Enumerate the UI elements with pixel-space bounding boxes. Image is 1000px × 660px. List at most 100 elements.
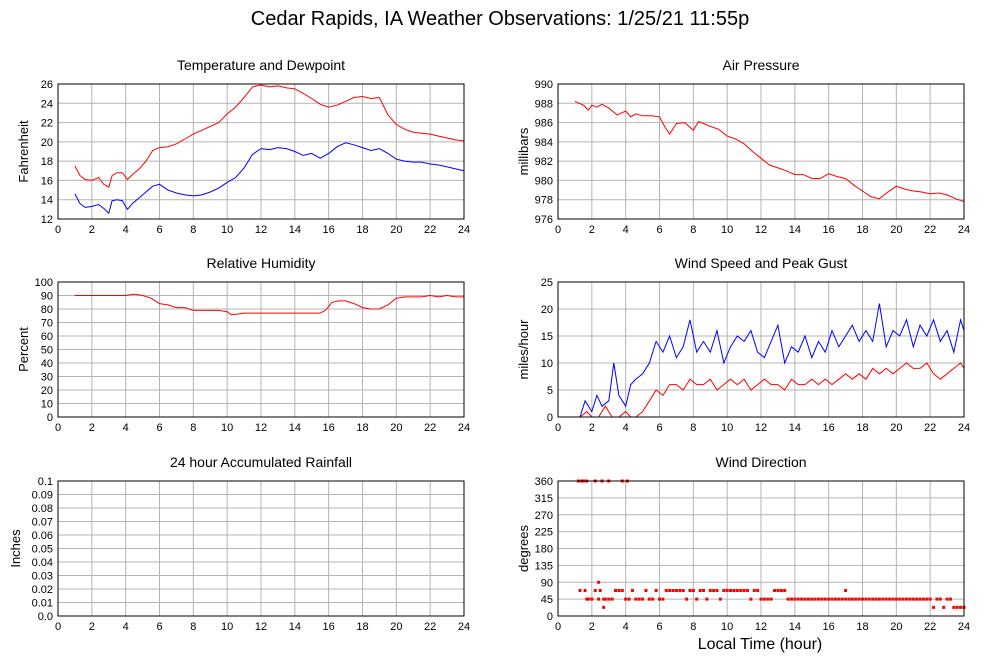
data-point [898, 597, 902, 601]
data-point [607, 597, 611, 601]
y-tick-label: 22 [41, 118, 53, 130]
x-tick-label: 14 [789, 422, 801, 434]
y-tick-label: 0.0 [38, 611, 53, 623]
y-tick-label: 0.08 [32, 503, 53, 515]
data-point [718, 597, 722, 601]
data-point [800, 597, 804, 601]
x-tick-label: 18 [856, 224, 868, 236]
data-point [759, 597, 763, 601]
y-tick-label: 70 [41, 318, 53, 330]
data-point [715, 589, 719, 592]
x-tick-label: 12 [255, 621, 267, 633]
data-point [671, 589, 675, 592]
relative-humidity-chart: 0 2 4 6 8 10 12 14 16 18 20 22 240102030405060708090… [16, 255, 470, 434]
data-point [681, 589, 685, 592]
data-point [722, 589, 726, 592]
data-point [590, 597, 594, 601]
data-point [583, 589, 587, 592]
data-point [823, 597, 827, 601]
y-axis-label: miles/hour [516, 319, 531, 380]
y-tick-label: 976 [535, 214, 553, 226]
data-point [617, 589, 621, 592]
x-tick-label: 20 [890, 224, 902, 236]
y-tick-label: 90 [41, 291, 53, 303]
y-tick-label: 10 [41, 399, 53, 411]
x-tick-label: 0 [55, 422, 61, 434]
temperature-dewpoint-chart: 0 2 4 6 8 10 12 14 16 18 20 22 241214161820222426Tem… [16, 57, 470, 236]
y-tick-label: 0.04 [32, 557, 53, 569]
plot-frame [557, 83, 965, 220]
x-tick-label: 0 [55, 621, 61, 633]
y-tick-label: 0.06 [32, 530, 53, 542]
data-point [952, 605, 956, 609]
x-tick-label: 18 [856, 422, 868, 434]
series-line-red [574, 100, 965, 203]
x-tick-label: 10 [721, 224, 733, 236]
y-tick-label: 0 [547, 611, 553, 623]
x-tick-label: 4 [123, 422, 129, 434]
y-tick-label: 990 [535, 79, 553, 91]
data-point [627, 597, 631, 601]
data-point [901, 597, 905, 601]
panel-title: Air Pressure [722, 57, 799, 73]
x-tick-label: 20 [890, 422, 902, 434]
panel-title: Wind Speed and Peak Gust [675, 255, 848, 271]
data-point [614, 589, 618, 592]
x-tick-label: 14 [789, 224, 801, 236]
data-point [742, 589, 746, 592]
data-point [586, 597, 590, 601]
data-point [661, 597, 665, 601]
y-tick-label: 0.1 [38, 476, 53, 488]
x-tick-label: 24 [458, 224, 470, 236]
x-tick-label: 4 [623, 422, 629, 434]
y-tick-label: 0.03 [32, 571, 53, 583]
x-tick-label: 2 [89, 422, 95, 434]
data-point [766, 597, 770, 601]
y-tick-label: 25 [541, 277, 553, 289]
data-point [793, 597, 797, 601]
plot-frame [557, 480, 965, 617]
x-tick-label: 10 [721, 621, 733, 633]
y-tick-label: 20 [41, 385, 53, 397]
series-line-red [74, 84, 465, 188]
y-tick-label: 0 [47, 412, 53, 424]
data-point [796, 597, 800, 601]
data-point [602, 605, 606, 609]
data-point [610, 597, 614, 601]
data-point [928, 597, 932, 601]
y-tick-label: 0 [547, 412, 553, 424]
panel-title: Temperature and Dewpoint [177, 57, 345, 73]
data-point [813, 597, 817, 601]
y-tick-label: 984 [535, 137, 553, 149]
data-point [789, 597, 793, 601]
data-point [593, 589, 597, 592]
x-tick-label: 18 [356, 422, 368, 434]
x-axis-label: Local Time (hour) [697, 636, 823, 653]
x-tick-label: 6 [156, 224, 162, 236]
y-tick-label: 100 [35, 277, 53, 289]
x-tick-label: 6 [156, 621, 162, 633]
data-point [827, 597, 831, 601]
x-tick-label: 12 [255, 422, 267, 434]
x-tick-label: 10 [721, 422, 733, 434]
y-tick-label: 15 [541, 331, 553, 343]
data-point [881, 597, 885, 601]
x-tick-label: 16 [823, 621, 835, 633]
x-tick-label: 8 [190, 224, 196, 236]
x-tick-label: 16 [823, 224, 835, 236]
data-point [674, 589, 678, 592]
data-point [769, 597, 773, 601]
y-tick-label: 30 [41, 372, 53, 384]
x-tick-label: 2 [589, 224, 595, 236]
data-point [691, 589, 695, 592]
x-tick-label: 2 [589, 621, 595, 633]
data-point [620, 589, 624, 592]
data-point [688, 589, 692, 592]
data-point [641, 597, 645, 601]
x-tick-label: 2 [589, 422, 595, 434]
y-tick-label: 45 [541, 594, 553, 606]
data-point [861, 597, 864, 601]
data-point [603, 597, 607, 601]
x-tick-label: 22 [924, 224, 936, 236]
